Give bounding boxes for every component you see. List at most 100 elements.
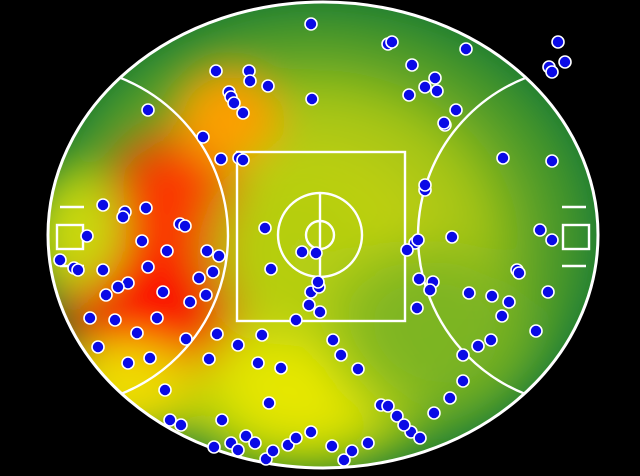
data-point[interactable] <box>210 327 224 341</box>
data-point[interactable] <box>413 431 427 445</box>
data-point[interactable] <box>529 324 543 338</box>
data-point[interactable] <box>411 233 425 247</box>
data-point[interactable] <box>108 313 122 327</box>
data-point[interactable] <box>174 418 188 432</box>
data-point[interactable] <box>423 283 437 297</box>
data-point[interactable] <box>311 275 325 289</box>
data-point[interactable] <box>158 383 172 397</box>
data-point[interactable] <box>156 285 170 299</box>
data-point[interactable] <box>111 280 125 294</box>
data-point[interactable] <box>512 266 526 280</box>
data-point[interactable] <box>255 328 269 342</box>
data-point[interactable] <box>130 326 144 340</box>
data-point[interactable] <box>402 88 416 102</box>
data-point[interactable] <box>196 130 210 144</box>
data-point[interactable] <box>295 245 309 259</box>
data-point[interactable] <box>80 229 94 243</box>
data-point[interactable] <box>309 246 323 260</box>
data-point[interactable] <box>496 151 510 165</box>
data-point[interactable] <box>236 106 250 120</box>
data-point[interactable] <box>199 288 213 302</box>
data-point[interactable] <box>397 418 411 432</box>
data-point[interactable] <box>231 443 245 457</box>
data-point[interactable] <box>139 201 153 215</box>
data-point[interactable] <box>143 351 157 365</box>
data-point[interactable] <box>545 233 559 247</box>
data-point[interactable] <box>206 265 220 279</box>
data-point[interactable] <box>390 409 404 423</box>
data-point[interactable] <box>326 333 340 347</box>
data-point[interactable] <box>545 65 559 79</box>
data-point[interactable] <box>121 356 135 370</box>
data-point[interactable] <box>262 396 276 410</box>
data-point[interactable] <box>541 285 555 299</box>
data-point[interactable] <box>212 249 226 263</box>
data-point[interactable] <box>96 263 110 277</box>
data-point[interactable] <box>231 338 245 352</box>
data-point[interactable] <box>91 340 105 354</box>
data-point[interactable] <box>236 153 250 167</box>
data-point[interactable] <box>462 286 476 300</box>
data-point[interactable] <box>430 84 444 98</box>
data-point[interactable] <box>178 219 192 233</box>
data-point[interactable] <box>227 96 241 110</box>
data-point[interactable] <box>243 74 257 88</box>
data-point[interactable] <box>183 295 197 309</box>
data-point[interactable] <box>214 152 228 166</box>
data-point[interactable] <box>304 425 318 439</box>
data-point[interactable] <box>456 348 470 362</box>
data-point[interactable] <box>239 429 253 443</box>
data-point[interactable] <box>141 103 155 117</box>
data-point[interactable] <box>209 64 223 78</box>
data-point[interactable] <box>248 436 262 450</box>
data-point[interactable] <box>261 79 275 93</box>
data-point[interactable] <box>427 406 441 420</box>
data-point[interactable] <box>192 271 206 285</box>
data-point[interactable] <box>558 55 572 69</box>
data-point[interactable] <box>163 413 177 427</box>
data-point[interactable] <box>325 439 339 453</box>
data-point[interactable] <box>418 178 432 192</box>
data-point[interactable] <box>459 42 473 56</box>
data-point[interactable] <box>545 154 559 168</box>
data-point[interactable] <box>361 436 375 450</box>
data-point[interactable] <box>456 374 470 388</box>
data-point[interactable] <box>116 210 130 224</box>
data-point[interactable] <box>179 332 193 346</box>
data-point[interactable] <box>410 301 424 315</box>
data-point[interactable] <box>202 352 216 366</box>
data-point[interactable] <box>484 333 498 347</box>
data-point[interactable] <box>551 35 565 49</box>
data-point[interactable] <box>83 311 97 325</box>
data-point[interactable] <box>443 391 457 405</box>
data-point[interactable] <box>381 399 395 413</box>
data-point[interactable] <box>485 289 499 303</box>
data-point[interactable] <box>471 339 485 353</box>
data-point[interactable] <box>141 260 155 274</box>
data-point[interactable] <box>200 244 214 258</box>
data-point[interactable] <box>313 305 327 319</box>
data-point[interactable] <box>412 272 426 286</box>
data-point[interactable] <box>445 230 459 244</box>
data-point[interactable] <box>53 253 67 267</box>
data-point[interactable] <box>99 288 113 302</box>
data-point[interactable] <box>135 234 149 248</box>
data-point[interactable] <box>449 103 463 117</box>
data-point[interactable] <box>289 431 303 445</box>
data-point[interactable] <box>207 440 221 454</box>
data-point[interactable] <box>385 35 399 49</box>
data-point[interactable] <box>334 348 348 362</box>
data-point[interactable] <box>345 444 359 458</box>
data-point[interactable] <box>502 295 516 309</box>
data-point[interactable] <box>428 71 442 85</box>
data-point[interactable] <box>495 309 509 323</box>
data-point[interactable] <box>251 356 265 370</box>
data-point[interactable] <box>264 262 278 276</box>
data-point[interactable] <box>400 243 414 257</box>
data-point[interactable] <box>533 223 547 237</box>
data-point[interactable] <box>302 298 316 312</box>
data-point[interactable] <box>289 313 303 327</box>
data-point[interactable] <box>160 244 174 258</box>
data-point[interactable] <box>258 221 272 235</box>
data-point[interactable] <box>304 17 318 31</box>
